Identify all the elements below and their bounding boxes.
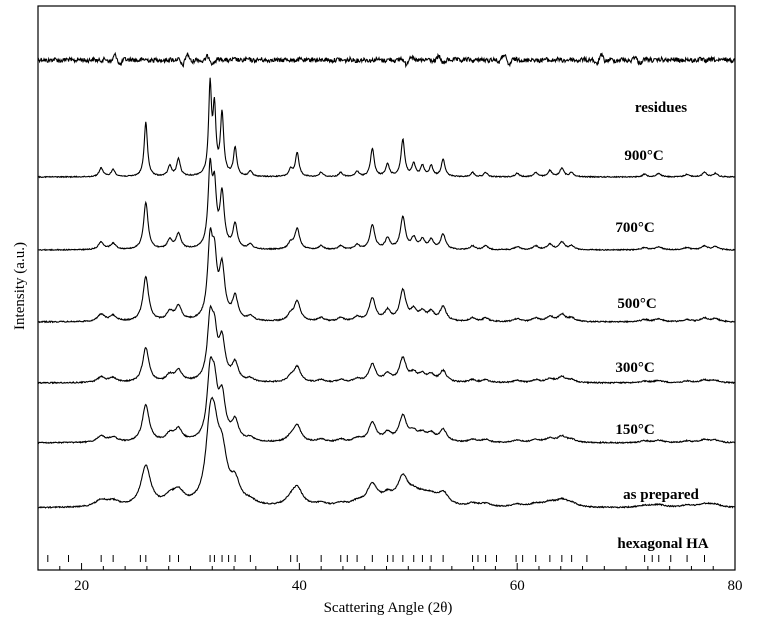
trace-1	[37, 77, 736, 179]
reference-ticks-group: hexagonal HA	[47, 536, 709, 562]
x-axis: 20 40 60 80	[37, 563, 743, 594]
series-labels-group: residues 900°C 700°C 500°C 300°C 150°C as prep…	[615, 100, 699, 503]
series-label-2: 700°C	[615, 220, 654, 236]
y-axis-title: Intensity (a.u.)	[12, 242, 28, 330]
x-axis-title: Scattering Angle (2θ)	[324, 600, 453, 616]
trace-5	[37, 356, 736, 445]
series-label-6: as prepared	[623, 487, 699, 503]
traces-group	[37, 51, 736, 509]
trace-6	[37, 396, 736, 509]
reference-label: hexagonal HA	[617, 536, 708, 552]
plot-frame	[37, 5, 736, 571]
trace-4	[37, 304, 736, 385]
series-label-4: 300°C	[615, 360, 654, 376]
series-label-1: 900°C	[624, 148, 663, 164]
trace-3	[37, 227, 736, 324]
series-label-3: 500°C	[617, 296, 656, 312]
series-label-5: 150°C	[615, 422, 654, 438]
trace-2	[37, 157, 736, 252]
series-label-0: residues	[635, 100, 687, 116]
x-tick-label-20: 20	[74, 578, 89, 594]
x-tick-label-60: 60	[510, 578, 525, 594]
x-tick-label-40: 40	[292, 578, 307, 594]
x-tick-label-80: 80	[728, 578, 743, 594]
trace-0	[37, 51, 736, 69]
